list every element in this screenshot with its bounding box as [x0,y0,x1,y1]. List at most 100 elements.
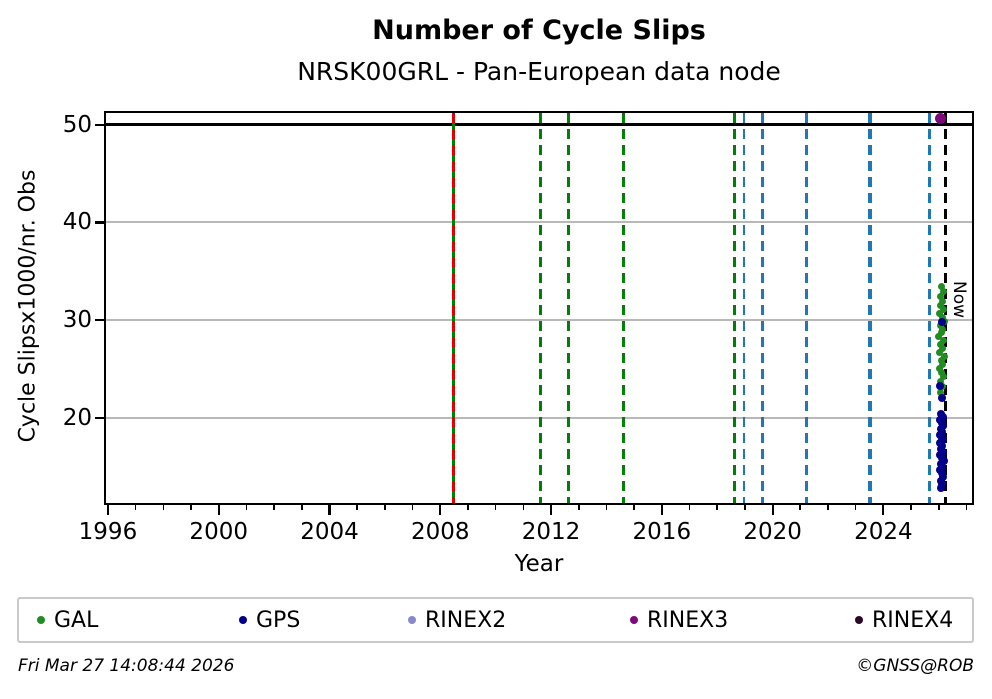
x-tick-label-2012: 2012 [521,519,581,545]
event-line-5 [733,113,737,503]
chart-subtitle: NRSK00GRL - Pan-European data node [297,57,781,86]
event-line-3 [567,113,571,503]
data-point-rinex3 [934,113,946,125]
now-line-label: Now [949,281,970,319]
data-point-gps [936,381,945,390]
timestamp: Fri Mar 27 14:08:44 2026 [18,656,235,676]
x-minor-tick [134,505,137,510]
legend-marker-rinex2 [408,616,416,624]
legend-label: RINEX4 [872,607,954,633]
event-line-7 [761,113,765,503]
y-tick-label-20: 20 [62,404,92,431]
y-tick-label-40: 40 [62,209,92,236]
x-minor-tick [744,505,746,510]
x-minor-tick [411,505,414,510]
copyright: ©GNSS@ROB [856,656,974,676]
data-point-gal [936,389,944,397]
x-minor-tick [633,505,635,510]
legend-entry-rinex3: RINEX3 [630,599,728,641]
x-minor-tick [522,505,525,510]
gridline-y-20 [106,416,972,419]
data-point-gal [935,333,943,341]
x-minor-tick [910,505,912,510]
event-line-6 [742,113,745,503]
x-tick-label-2020: 2020 [743,519,802,545]
x-axis-label: Year [514,551,564,577]
data-point-gal [937,356,945,364]
chart-title: Number of Cycle Slips [372,15,706,46]
event-line-10 [928,113,931,503]
data-point-gal [937,341,945,349]
event-line-1 [451,113,455,503]
x-major-tick [439,505,442,515]
x-minor-tick [688,505,691,510]
x-major-tick [771,505,774,515]
data-point-gps [937,318,946,327]
y-axis-label: Cycle Slipsx1000/nr. Obs [15,169,41,443]
x-tick-label-2024: 2024 [854,519,913,545]
legend-label: RINEX3 [647,607,729,633]
plot-area: Now 1996 2000 2004 2008 2012 2016 2020 2024 20 30 4… [63,111,974,545]
data-point-gal [938,368,946,376]
data-point-gal [936,293,944,301]
data-point-gal [940,305,948,313]
legend-marker-rinex3 [630,616,638,624]
x-minor-tick [605,505,608,510]
data-point-gal [939,325,947,333]
legend-label: GPS [256,607,301,633]
data-point-gal [935,309,943,317]
legend: GAL GPS RINEX2 RINEX3 RINEX4 [17,597,974,643]
gridline-y-40 [106,221,972,224]
x-minor-tick [577,505,580,510]
data-point-gal [940,352,948,360]
x-tick-label-2008: 2008 [410,519,470,545]
x-minor-tick [190,505,192,510]
x-major-tick [660,505,663,515]
legend-entry-rinex4: RINEX4 [855,599,953,641]
y-major-tick [95,319,104,322]
x-major-tick [549,505,553,515]
legend-entry-gps: GPS [239,599,300,641]
data-point-gal [939,337,947,345]
x-minor-tick [273,505,275,510]
data-point-gal [937,302,945,310]
x-minor-tick [799,505,802,510]
event-line-9 [867,113,872,503]
x-minor-tick [827,505,829,510]
data-point-gal [936,348,944,356]
x-minor-tick [965,505,968,510]
data-point-gps [938,394,947,403]
x-minor-tick [854,505,857,510]
y-major-tick [95,416,104,420]
y-tick-label-50: 50 [62,111,92,138]
data-point-gal [939,373,947,381]
x-minor-tick [716,505,718,510]
event-line-8 [804,113,808,503]
x-tick-label-2000: 2000 [189,519,248,545]
hline-y-50 [106,123,972,127]
y-major-tick [95,123,104,126]
x-minor-tick [300,505,303,510]
x-minor-tick [384,505,386,510]
x-major-tick [328,505,331,515]
data-point-gal [938,329,946,337]
x-tick-label-1996: 1996 [78,519,138,545]
x-tick-label-2016: 2016 [632,519,692,545]
data-point-gal [938,345,946,353]
data-point-gps [939,472,948,481]
x-minor-tick [467,505,469,510]
legend-entry-rinex2: RINEX2 [408,599,506,641]
x-minor-tick [937,505,940,510]
legend-entry-gal: GAL [37,599,98,641]
x-minor-tick [356,505,358,510]
x-major-tick [217,505,220,515]
x-minor-tick [245,505,248,510]
data-point-gal [939,298,947,306]
legend-marker-rinex4 [855,616,863,624]
x-tick-label-2004: 2004 [300,519,359,545]
legend-label: RINEX2 [425,607,507,633]
y-major-tick [95,221,104,224]
legend-marker-gal [37,616,45,624]
legend-marker-gps [239,616,247,624]
x-major-tick [106,505,110,515]
